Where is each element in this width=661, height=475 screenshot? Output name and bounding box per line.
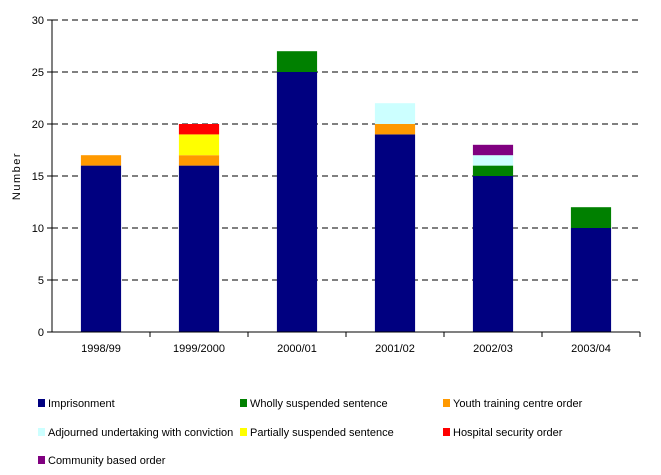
- bar-segment: [374, 134, 416, 332]
- bar-segment: [472, 144, 514, 156]
- bar-segment: [472, 176, 514, 332]
- bar-segment: [178, 124, 220, 135]
- x-tick-label: 2001/02: [375, 343, 415, 355]
- axes: 0 5 10 15 20 25 30 1998/99 1999/2000 2000/01 2001/…: [32, 15, 641, 355]
- bar-segment: [276, 51, 318, 72]
- bar-segment: [374, 124, 416, 135]
- bar-segment: [570, 207, 612, 228]
- legend-swatch: [443, 428, 450, 436]
- bar-segment: [80, 165, 122, 332]
- legend-swatch: [38, 456, 45, 464]
- bars: [80, 51, 612, 332]
- y-tick-label: 25: [32, 67, 44, 79]
- bar-segment: [178, 134, 220, 156]
- legend-label: Hospital security order: [453, 427, 563, 439]
- x-tick-label: 1999/2000: [173, 343, 225, 355]
- bar-segment: [80, 155, 122, 166]
- bar-segment: [178, 165, 220, 332]
- gridlines: [52, 19, 640, 281]
- x-tick-label: 2000/01: [277, 343, 317, 355]
- y-tick-label: 10: [32, 223, 44, 235]
- y-tick-label: 0: [38, 327, 44, 339]
- legend-swatch: [38, 399, 45, 407]
- legend: Imprisonment Wholly suspended sentence You…: [38, 398, 583, 467]
- bar-segment: [472, 155, 514, 166]
- legend-label: Adjourned undertaking with conviction: [48, 427, 233, 439]
- y-axis-title: Number: [11, 152, 23, 200]
- y-tick-label: 30: [32, 15, 44, 27]
- legend-label: Youth training centre order: [453, 398, 583, 410]
- legend-label: Partially suspended sentence: [250, 427, 394, 439]
- legend-label: Imprisonment: [48, 398, 115, 410]
- x-tick-label: 2003/04: [571, 343, 611, 355]
- y-tick-label: 5: [38, 275, 44, 287]
- bar-segment: [570, 228, 612, 332]
- x-tick-label: 2002/03: [473, 343, 513, 355]
- legend-label: Community based order: [48, 455, 166, 467]
- bar-segment: [178, 155, 220, 166]
- x-tick-label: 1998/99: [81, 343, 121, 355]
- legend-swatch: [38, 428, 45, 436]
- legend-swatch: [443, 399, 450, 407]
- y-tick-label: 15: [32, 171, 44, 183]
- bar-segment: [374, 103, 416, 124]
- bar-segment: [276, 72, 318, 332]
- legend-swatch: [240, 399, 247, 407]
- legend-label: Wholly suspended sentence: [250, 398, 388, 410]
- y-tick-label: 20: [32, 119, 44, 131]
- legend-swatch: [240, 428, 247, 436]
- bar-segment: [472, 165, 514, 176]
